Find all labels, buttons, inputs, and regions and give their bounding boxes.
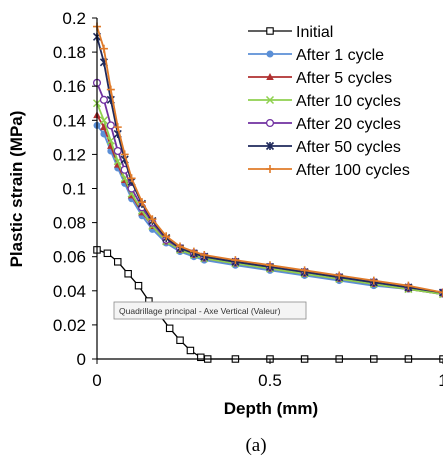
data-point-after-100-cycles <box>106 85 115 94</box>
y-tick-label: 0.02 <box>53 316 86 335</box>
data-point-after-100-cycles <box>176 242 185 251</box>
figure-caption: (a) <box>245 435 266 456</box>
series-line-after-100-cycles <box>96 26 443 294</box>
data-point-after-100-cycles <box>369 276 378 285</box>
x-tick-label: 0 <box>92 371 101 390</box>
data-point-after-100-cycles <box>200 250 209 259</box>
data-point-after-100-cycles <box>404 281 413 290</box>
tooltip-text: Quadrillage principal - Axe Vertical (Va… <box>119 306 281 316</box>
data-point-after-10-cycles <box>106 136 115 145</box>
y-tick-label: 0.16 <box>53 77 86 96</box>
data-point-after-100-cycles <box>127 174 136 183</box>
legend-entry-initial: Initial <box>248 24 333 41</box>
legend-label: After 5 cycles <box>296 70 392 87</box>
y-tick-label: 0.1 <box>62 180 86 199</box>
legend-label: After 20 cycles <box>296 116 401 133</box>
legend-entry-after-50-cycles: After 50 cycles <box>248 139 401 156</box>
series-line-after-20-cycles <box>96 82 443 294</box>
data-point-initial <box>134 281 143 290</box>
legend-swatch-marker <box>266 50 274 58</box>
legend-label: Initial <box>296 24 333 41</box>
data-point-initial <box>165 324 174 333</box>
legend-label: After 50 cycles <box>296 139 401 156</box>
data-point-after-20-cycles <box>99 95 108 104</box>
data-point-initial <box>186 346 195 355</box>
legend-entry-after-100-cycles: After 100 cycles <box>248 162 410 179</box>
gridline-tooltip: Quadrillage principal - Axe Vertical (Va… <box>113 301 307 320</box>
data-point-after-20-cycles <box>106 121 115 130</box>
data-point-initial <box>124 269 132 278</box>
data-point-after-100-cycles <box>439 288 443 297</box>
x-tick-label: 0.5 <box>258 371 282 390</box>
x-axis-title: Depth (mm) <box>224 399 318 418</box>
legend-swatch-marker <box>266 73 274 80</box>
data-point-after-100-cycles <box>137 198 146 207</box>
y-tick-label: 0.12 <box>53 145 86 164</box>
y-axis-title: Plastic strain (MPa) <box>7 111 26 268</box>
y-tick-label: 0.14 <box>53 111 86 130</box>
data-point-initial <box>114 258 122 266</box>
data-point-after-100-cycles <box>231 256 240 265</box>
data-point-after-100-cycles <box>266 261 274 270</box>
data-point-initial <box>103 249 112 258</box>
data-point-after-20-cycles <box>113 146 122 156</box>
ticks-layer: 0 0.02 0.04 0.06 0.08 0.1 0.12 0.14 0.16 0.18 0.2 0… <box>53 9 443 390</box>
legend: Initial After 1 cycle After 5 cycles After … <box>248 24 410 179</box>
series-after-100-cycles <box>93 22 443 297</box>
y-tick-label: 0.08 <box>53 214 86 233</box>
y-tick-label: 0.18 <box>53 43 86 62</box>
data-point-after-100-cycles <box>189 247 198 256</box>
data-point-after-100-cycles <box>335 271 344 280</box>
legend-entry-after-20-cycles: After 20 cycles <box>248 116 401 133</box>
legend-swatch-marker <box>266 165 274 173</box>
data-point-after-100-cycles <box>148 215 157 224</box>
data-point-after-100-cycles <box>99 44 108 53</box>
data-point-after-100-cycles <box>113 123 122 132</box>
legend-swatch-marker <box>265 141 275 151</box>
x-tick-label: 1 <box>438 371 443 390</box>
legend-label: After 10 cycles <box>296 93 401 110</box>
data-point-initial <box>176 336 184 344</box>
legend-entry-after-1-cycle: After 1 cycle <box>248 47 384 64</box>
legend-label: After 100 cycles <box>296 162 410 179</box>
series-after-20-cycles <box>92 78 443 297</box>
y-tick-label: 0.06 <box>53 248 86 267</box>
y-tick-label: 0.04 <box>53 282 86 301</box>
legend-entry-after-10-cycles: After 10 cycles <box>248 93 401 110</box>
legend-swatch-marker <box>266 27 274 35</box>
data-point-after-100-cycles <box>300 266 309 275</box>
tooltip-box <box>113 301 307 320</box>
legend-label: After 1 cycle <box>296 47 384 64</box>
y-tick-label: 0.2 <box>62 9 86 28</box>
data-point-after-10-cycles <box>99 116 108 125</box>
legend-swatch-marker <box>265 118 275 128</box>
y-tick-label: 0 <box>77 350 86 369</box>
legend-entry-after-5-cycles: After 5 cycles <box>248 70 392 87</box>
data-point-after-50-cycles <box>438 288 443 297</box>
data-point-after-100-cycles <box>120 150 129 159</box>
legend-swatch-marker <box>265 95 275 105</box>
data-point-after-100-cycles <box>162 232 171 241</box>
